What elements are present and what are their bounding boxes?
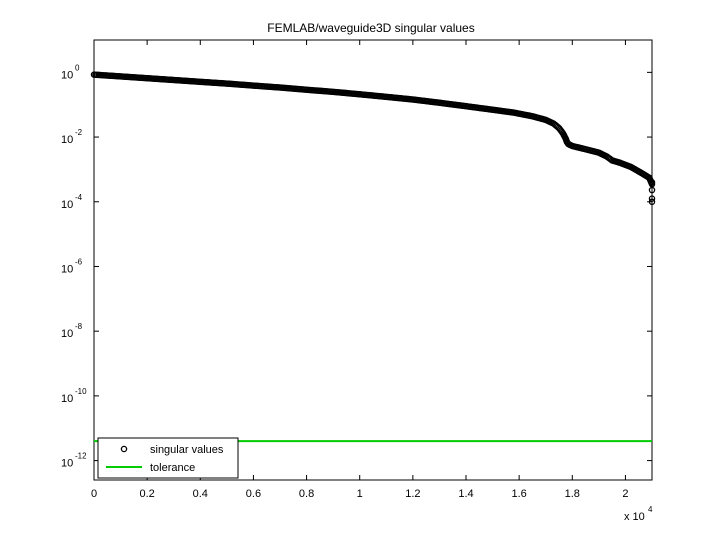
legend-label-singular-values: singular values	[150, 444, 224, 456]
plot-frame	[93, 39, 653, 481]
x-tick-label: 0.2	[139, 488, 154, 500]
x-tick-label: 0	[91, 488, 97, 500]
y-tick-label-base: 10	[61, 69, 73, 81]
x-scale-note: x 10 4	[624, 505, 653, 523]
legend-label-tolerance: tolerance	[150, 462, 195, 474]
y-tick-label-exponent: -10	[75, 387, 87, 396]
y-tick-label-base: 10	[61, 393, 73, 405]
y-tick-label-exponent: 0	[75, 63, 80, 72]
x-tick-label: 2	[622, 488, 628, 500]
y-tick-label-base: 10	[61, 458, 73, 470]
legend-box	[97, 437, 239, 479]
series-1-point	[648, 179, 656, 186]
y-tick-label-exponent: -4	[75, 193, 83, 202]
x-tick-label: 1.8	[565, 488, 580, 500]
x-tick-label: 1.6	[511, 488, 526, 500]
y-tick-label-base: 10	[61, 328, 73, 340]
legend-marker-singular-values	[120, 445, 128, 453]
x-tick-label: 1.4	[458, 488, 473, 500]
series-1-point	[648, 198, 656, 206]
x-tick-label: 1	[357, 488, 363, 500]
series-1-point	[648, 195, 656, 202]
y-tick-label-exponent: -2	[75, 128, 83, 137]
x-tick-label: 0.6	[246, 488, 261, 500]
y-tick-label-base: 10	[61, 134, 73, 146]
chart-title: FEMLAB/waveguide3D singular values	[267, 21, 474, 35]
x-scale-exponent: 4	[648, 505, 653, 514]
x-tick-label: 0.4	[193, 488, 208, 500]
x-scale-base: x 10	[624, 511, 645, 523]
y-tick-label-base: 10	[61, 199, 73, 211]
legend: singular values tolerance	[97, 437, 239, 479]
y-tick-label-base: 10	[61, 263, 73, 275]
y-tick-label-exponent: -12	[75, 452, 87, 461]
axis-ticks: 0 0.2 0.4 0.6 0.8 1 1.2 1.4 1.6 1.8 210010-210-410…	[61, 40, 652, 500]
plot-area: 0 0.2 0.4 0.6 0.8 1 1.2 1.4 1.6 1.8 210010-210-410…	[61, 39, 656, 500]
x-tick-label: 0.8	[299, 488, 314, 500]
series-1-point	[648, 186, 656, 194]
y-tick-label-exponent: -8	[75, 322, 83, 331]
x-tick-label: 1.2	[405, 488, 420, 500]
series-layer	[90, 71, 656, 443]
y-tick-label-exponent: -6	[75, 257, 83, 266]
